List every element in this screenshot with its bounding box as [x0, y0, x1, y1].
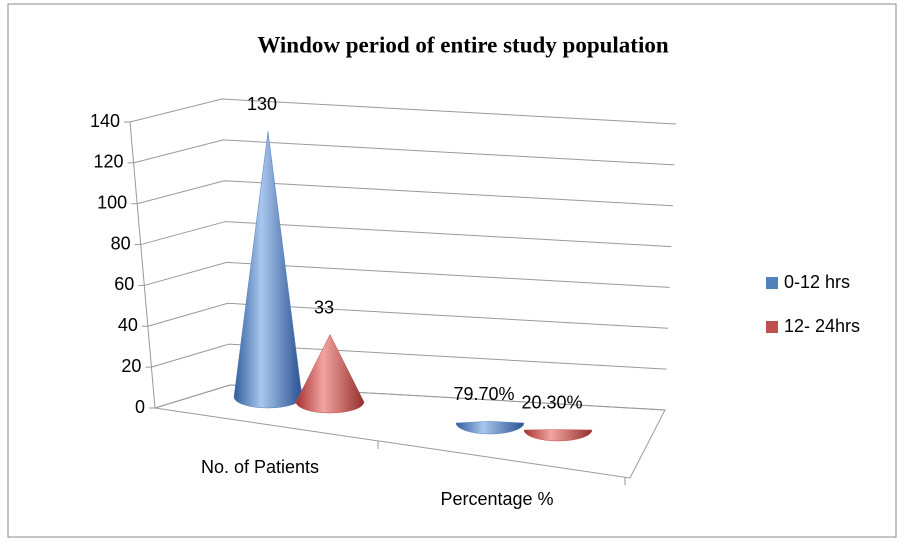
data-label: 130	[247, 94, 277, 114]
grid-line	[133, 139, 675, 166]
y-tick-label: 60	[114, 274, 134, 294]
grid-line	[137, 180, 673, 207]
y-tick-label: 100	[97, 192, 127, 212]
grid-line	[147, 302, 669, 329]
data-label: 20.30%	[521, 392, 582, 412]
data-label: 79.70%	[453, 384, 514, 404]
grid-line	[151, 343, 667, 370]
x-tick-label: Percentage %	[440, 489, 553, 509]
grid-line	[140, 221, 672, 248]
x-tick-label: No. of Patients	[201, 457, 319, 477]
y-tick-label: 0	[135, 397, 145, 417]
legend-label: 12- 24hrs	[784, 316, 860, 336]
cone	[523, 429, 593, 442]
grid-line	[154, 384, 666, 411]
chart-title: Window period of entire study population	[257, 32, 669, 57]
legend-label: 0-12 hrs	[784, 272, 850, 292]
y-tick-label: 80	[111, 233, 131, 253]
data-label: 33	[314, 297, 334, 317]
cone	[295, 334, 365, 414]
grid-line	[129, 98, 677, 125]
cone	[455, 421, 525, 435]
legend-swatch	[766, 321, 778, 333]
y-tick-label: 120	[94, 152, 124, 172]
legend-swatch	[766, 277, 778, 289]
y-axis	[129, 121, 156, 409]
y-tick-label: 20	[121, 356, 141, 376]
y-tick-label: 140	[90, 111, 120, 131]
chart-frame	[7, 3, 897, 538]
y-tick-label: 40	[118, 315, 138, 335]
grid-line	[144, 261, 670, 288]
